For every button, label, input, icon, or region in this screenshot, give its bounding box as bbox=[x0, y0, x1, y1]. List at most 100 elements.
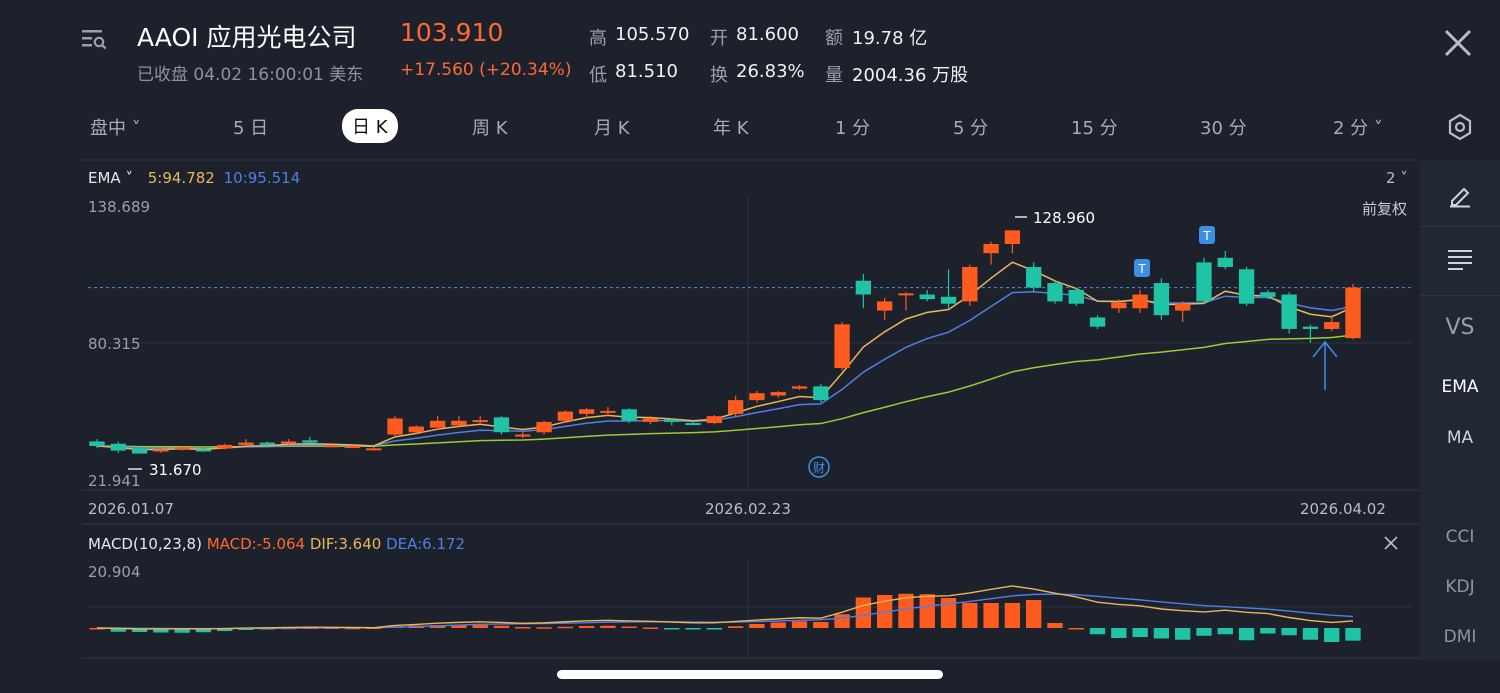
candle-body bbox=[578, 409, 595, 414]
sidebar-item-vs[interactable]: VS bbox=[1445, 315, 1475, 340]
candle-body bbox=[493, 417, 510, 433]
candle-body bbox=[621, 409, 637, 421]
candle-body bbox=[664, 419, 680, 422]
candle-body bbox=[408, 426, 424, 433]
macd-histogram-bar bbox=[813, 622, 829, 628]
macd-histogram-bar bbox=[1260, 628, 1276, 634]
stat-label-low: 低 bbox=[589, 65, 607, 86]
candle-body bbox=[217, 444, 233, 449]
candle-body bbox=[131, 448, 148, 454]
macd-histogram-bar bbox=[706, 628, 723, 630]
adjust-mode-label[interactable]: 前复权 bbox=[1362, 200, 1408, 218]
chevron-down-icon: ˅ bbox=[1395, 169, 1408, 187]
stat-value-high: 105.570 bbox=[615, 24, 690, 45]
macd-header[interactable]: MACD(10,23,8) MACD:-5.064 DIF:3.640 DEA:… bbox=[88, 535, 465, 553]
home-indicator[interactable] bbox=[557, 670, 943, 679]
macd-histogram-bar bbox=[536, 627, 552, 629]
sidebar-item-dmi[interactable]: DMI bbox=[1443, 627, 1477, 647]
candle-body bbox=[983, 244, 999, 254]
arrow-annotation-head bbox=[1312, 340, 1338, 358]
sidebar-item-ema[interactable]: EMA bbox=[1441, 377, 1479, 397]
sidebar-item-ma[interactable]: MA bbox=[1446, 428, 1474, 448]
candle-body bbox=[557, 411, 574, 421]
macd-histogram-bar bbox=[131, 628, 148, 632]
candle-body bbox=[1175, 303, 1191, 311]
tab-weekly-k[interactable]: 周 K bbox=[472, 118, 508, 139]
candle-body bbox=[855, 280, 872, 295]
chevron-down-icon: ˅ bbox=[1368, 118, 1383, 139]
candle-body bbox=[1068, 289, 1084, 304]
dif-value: DIF:3.640 bbox=[309, 535, 382, 553]
tab-5day[interactable]: 5 日 bbox=[233, 118, 269, 139]
macd-histogram-bar bbox=[621, 626, 637, 628]
candle-body bbox=[302, 440, 318, 443]
candle-body bbox=[110, 443, 126, 451]
candle-body bbox=[940, 296, 957, 304]
macd-histogram-bar bbox=[855, 597, 872, 628]
chevron-down-icon: ˅ bbox=[126, 118, 141, 139]
macd-histogram-bar bbox=[174, 628, 190, 633]
stat-value-volume: 2004.36 万股 bbox=[852, 65, 969, 86]
tab-intraday[interactable]: 盘中 ˅ bbox=[90, 118, 141, 139]
macd-name: MACD(10,23,8) bbox=[88, 535, 202, 553]
macd-histogram-bar bbox=[962, 603, 978, 628]
settings-icon[interactable] bbox=[1445, 112, 1475, 142]
trade-badge-label: T bbox=[1138, 261, 1146, 276]
dea-line bbox=[96, 593, 1354, 630]
date-label-start: 2026.01.07 bbox=[88, 500, 174, 518]
tab-1min[interactable]: 1 分 bbox=[835, 118, 871, 139]
candle-body bbox=[1132, 294, 1148, 309]
close-macd-icon[interactable] bbox=[1383, 535, 1399, 551]
ema-settings-dropdown[interactable]: 2 ˅ bbox=[1386, 169, 1408, 187]
candle-body bbox=[876, 301, 893, 311]
candle-body bbox=[1004, 230, 1021, 245]
ema-long-line bbox=[96, 334, 1354, 448]
stat-label-amount: 额 bbox=[825, 28, 843, 49]
tab-2min[interactable]: 2 分 ˅ bbox=[1333, 118, 1383, 139]
price-change: +17.560 (+20.34%) bbox=[400, 60, 572, 80]
macd-value: MACD:-5.064 bbox=[206, 535, 306, 553]
macd-histogram-bar bbox=[600, 625, 616, 628]
macd-histogram-bar bbox=[1217, 628, 1233, 635]
tab-30min[interactable]: 30 分 bbox=[1200, 118, 1247, 139]
macd-histogram-bar bbox=[195, 628, 212, 633]
tab-5min[interactable]: 5 分 bbox=[953, 118, 989, 139]
chart-canvas[interactable]: T T 财 bbox=[0, 0, 1420, 693]
candle-body bbox=[813, 386, 829, 401]
stat-label-high: 高 bbox=[589, 28, 607, 49]
candle-body bbox=[898, 293, 914, 296]
macd-histogram-bar bbox=[344, 627, 361, 630]
tab-15min[interactable]: 15 分 bbox=[1071, 118, 1118, 139]
tab-daily-k[interactable]: 日 K bbox=[342, 109, 398, 143]
macd-histogram-bar bbox=[791, 621, 808, 628]
close-icon[interactable] bbox=[1442, 27, 1474, 59]
candle-body bbox=[1324, 322, 1340, 329]
list-lines-icon[interactable] bbox=[1447, 248, 1473, 270]
candle-body bbox=[1089, 317, 1106, 327]
candle-body bbox=[919, 294, 935, 300]
candle-body bbox=[600, 410, 616, 413]
earnings-marker bbox=[808, 456, 830, 478]
macd-histogram-bar bbox=[1068, 628, 1084, 630]
candle-body bbox=[1047, 283, 1063, 302]
candle-body bbox=[834, 324, 850, 368]
stat-value-turnover: 26.83% bbox=[736, 61, 805, 82]
macd-histogram-bar bbox=[1281, 628, 1297, 636]
macd-y-top-label: 20.904 bbox=[88, 563, 141, 581]
ema-indicator-header[interactable]: EMA ˅ 5:94.782 10:95.514 bbox=[88, 169, 300, 187]
dea-value: DEA:6.172 bbox=[386, 535, 466, 553]
candle-body bbox=[749, 393, 765, 401]
sidebar-item-cci[interactable]: CCI bbox=[1445, 527, 1475, 547]
tab-monthly-k[interactable]: 月 K bbox=[594, 118, 630, 139]
macd-histogram-bar bbox=[770, 622, 786, 628]
draw-pen-icon[interactable] bbox=[1447, 182, 1473, 208]
macd-histogram-bar bbox=[1153, 628, 1170, 639]
menu-search-icon[interactable] bbox=[80, 26, 108, 52]
candle-body bbox=[1111, 302, 1127, 309]
tab-yearly-k[interactable]: 年 K bbox=[713, 118, 749, 139]
sidebar-item-kdj[interactable]: KDJ bbox=[1445, 577, 1475, 597]
macd-histogram-bar bbox=[919, 594, 935, 628]
macd-histogram-bar bbox=[89, 628, 105, 630]
macd-histogram-bar bbox=[1175, 628, 1191, 640]
macd-histogram-bar bbox=[642, 627, 659, 629]
